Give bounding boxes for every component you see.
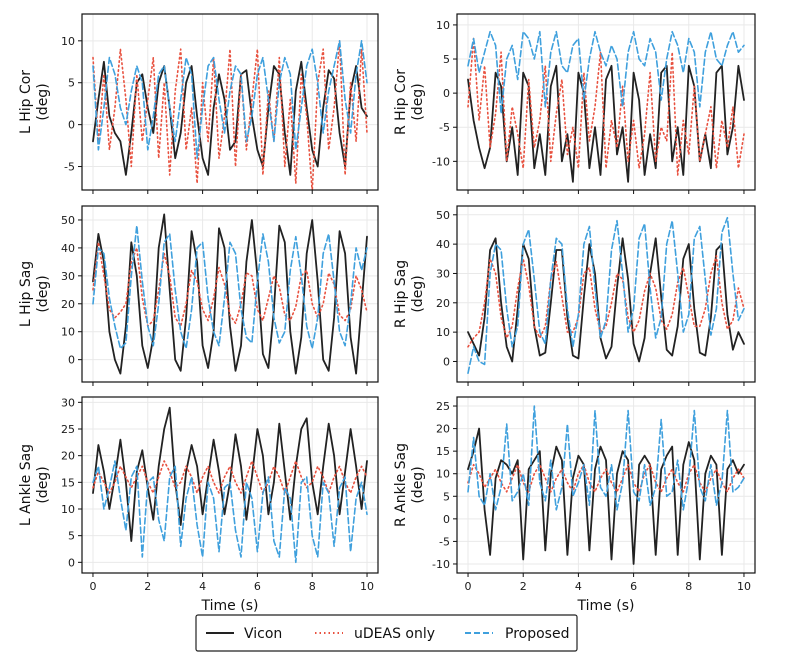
y-tick-label: 10 — [436, 19, 450, 32]
x-tick-label: 4 — [575, 580, 582, 593]
series-group — [92, 213, 368, 375]
axes-frame — [456, 205, 756, 383]
y-tick-label: -10 — [432, 558, 450, 571]
series-line-proposed — [467, 30, 745, 115]
x-tick-label: 8 — [685, 580, 692, 593]
y-tick-label: -5 — [64, 161, 75, 174]
x-tick-label: 10 — [360, 580, 374, 593]
y-axis-label: L Hip Cor(deg) — [18, 70, 51, 134]
y-tick-label: 20 — [61, 450, 75, 463]
y-tick-label: -5 — [439, 121, 450, 134]
x-tick-label: 6 — [254, 580, 261, 593]
series-line-proposed — [92, 224, 368, 350]
series-line-proposed — [467, 405, 745, 511]
legend-label-proposed: Proposed — [505, 626, 569, 642]
axes-frame — [81, 396, 379, 574]
x-tick-label: 2 — [144, 580, 151, 593]
x-tick-label: 0 — [89, 580, 96, 593]
x-tick-label: 4 — [199, 580, 206, 593]
y-tick-label: 5 — [443, 490, 450, 503]
subplot-grid: -5 0 5 10 L Hip Cor(deg) -10 -5 0 5 10 R Hip Cor(d… — [18, 13, 756, 614]
series-group — [92, 40, 368, 190]
axes-frame — [81, 13, 379, 191]
y-tick-label: 5 — [68, 530, 75, 543]
subplot-r-hip-sag: 0 10 20 30 40 50 R Hip Sag(deg) — [393, 205, 756, 386]
y-tick-label: 10 — [436, 326, 450, 339]
x-tick-label: 8 — [309, 580, 316, 593]
series-line-vicon — [467, 237, 745, 363]
y-tick-label: 50 — [436, 209, 450, 222]
y-tick-label: 20 — [436, 297, 450, 310]
y-tick-label: -5 — [439, 535, 450, 548]
series-line-udeas — [467, 255, 745, 348]
y-tick-label: 40 — [61, 242, 75, 255]
series-line-proposed — [92, 460, 368, 564]
x-tick-label: 2 — [520, 580, 527, 593]
series-group — [467, 30, 745, 183]
y-tick-label: 30 — [61, 270, 75, 283]
series-line-udeas — [92, 241, 368, 327]
y-tick-label: 50 — [61, 214, 75, 227]
y-tick-label: 10 — [61, 503, 75, 516]
series-group — [92, 406, 368, 564]
y-axis-label: R Ankle Sag(deg) — [393, 443, 426, 527]
y-tick-label: 0 — [443, 87, 450, 100]
axes-frame — [456, 13, 756, 191]
y-tick-label: 30 — [61, 396, 75, 409]
y-tick-label: 0 — [443, 513, 450, 526]
series-line-udeas — [467, 37, 745, 176]
series-group — [467, 405, 745, 565]
y-tick-label: -10 — [432, 155, 450, 168]
series-line-vicon — [92, 60, 368, 176]
subplot-l-hip-sag: 0 10 20 30 40 50 L Hip Sag(deg) — [18, 205, 379, 386]
y-tick-label: 0 — [443, 355, 450, 368]
legend-label-vicon: Vicon — [244, 626, 282, 642]
x-tick-label: 6 — [630, 580, 637, 593]
x-axis-label: Time (s) — [201, 598, 259, 614]
y-tick-label: 30 — [436, 267, 450, 280]
series-line-vicon — [467, 427, 745, 565]
y-tick-label: 25 — [436, 400, 450, 413]
y-tick-label: 15 — [61, 476, 75, 489]
y-axis-label: L Ankle Sag(deg) — [18, 444, 51, 526]
series-line-proposed — [92, 40, 368, 159]
axes-frame — [81, 205, 379, 383]
y-tick-label: 5 — [68, 77, 75, 90]
x-tick-label: 10 — [737, 580, 751, 593]
y-tick-label: 10 — [61, 326, 75, 339]
y-tick-label: 0 — [68, 556, 75, 569]
y-tick-label: 20 — [61, 298, 75, 311]
subplot-r-ankle-sag: -10 -5 0 5 10 15 20 25 0 2 4 6 8 10 R Ankle Sag(deg) Ti… — [393, 396, 756, 614]
y-tick-label: 20 — [436, 423, 450, 436]
y-tick-label: 40 — [436, 238, 450, 251]
series-line-udeas — [467, 463, 745, 493]
x-axis-label: Time (s) — [577, 598, 635, 614]
y-tick-label: 10 — [436, 468, 450, 481]
series-line-udeas — [92, 460, 368, 494]
y-axis-label: L Hip Sag(deg) — [18, 261, 51, 327]
series-line-proposed — [467, 216, 745, 374]
subplot-r-hip-cor: -10 -5 0 5 10 R Hip Cor(deg) — [393, 13, 756, 194]
legend-label-udeas: uDEAS only — [354, 626, 435, 642]
y-axis-label: R Hip Cor(deg) — [393, 69, 426, 135]
y-tick-label: 0 — [68, 354, 75, 367]
y-tick-label: 10 — [61, 35, 75, 48]
y-axis-label: R Hip Sag(deg) — [393, 260, 426, 328]
y-tick-label: 25 — [61, 423, 75, 436]
series-line-vicon — [92, 213, 368, 375]
legend: Vicon uDEAS only Proposed — [195, 614, 578, 652]
subplot-l-hip-cor: -5 0 5 10 L Hip Cor(deg) — [18, 13, 379, 194]
series-line-vicon — [92, 406, 368, 542]
x-tick-label: 0 — [465, 580, 472, 593]
y-tick-label: 15 — [436, 445, 450, 458]
series-group — [467, 216, 745, 374]
y-tick-label: 5 — [443, 53, 450, 66]
grid — [82, 14, 378, 190]
y-tick-label: 0 — [68, 119, 75, 132]
legend-frame — [195, 614, 578, 652]
axes-frame — [456, 396, 756, 574]
subplot-l-ankle-sag: 0 5 10 15 20 25 30 0 2 4 6 8 10 L Ankle Sag(deg) Time … — [18, 396, 379, 614]
